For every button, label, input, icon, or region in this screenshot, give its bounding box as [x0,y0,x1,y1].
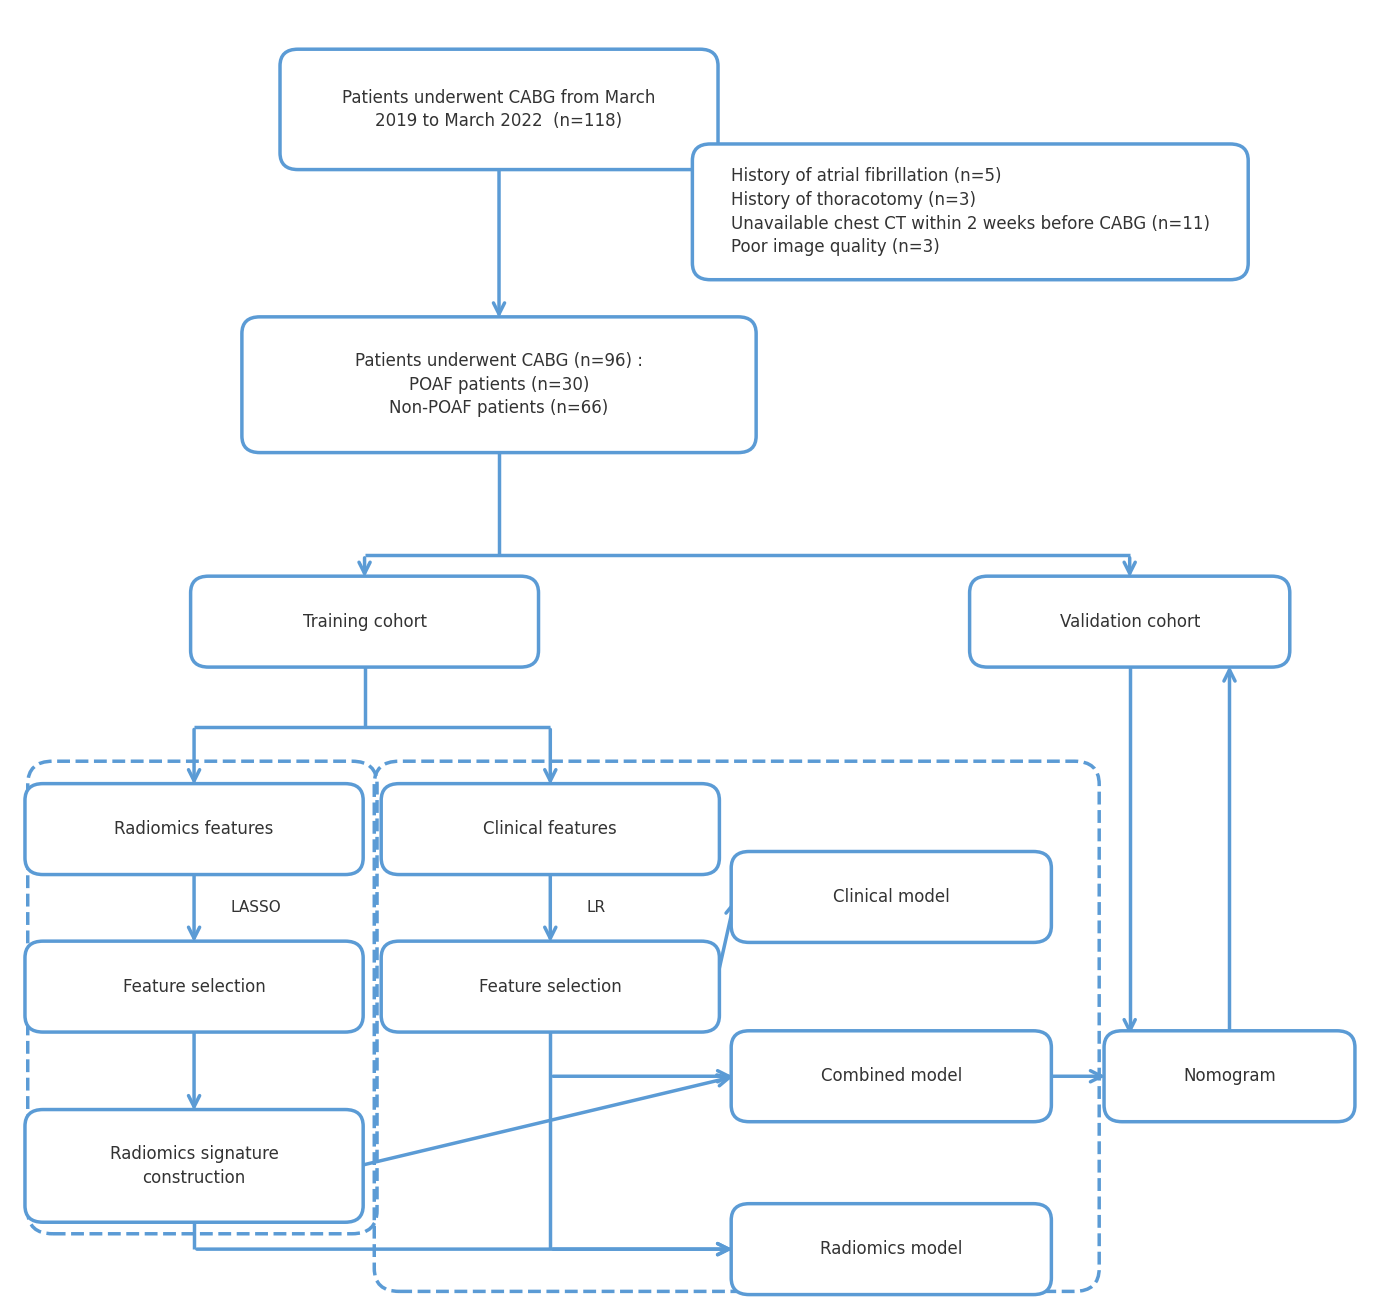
FancyBboxPatch shape [25,784,363,875]
Text: Validation cohort: Validation cohort [1060,612,1200,630]
Text: Radiomics features: Radiomics features [115,820,274,838]
FancyBboxPatch shape [693,144,1249,280]
FancyBboxPatch shape [381,784,720,875]
Text: Feature selection: Feature selection [123,978,266,996]
FancyBboxPatch shape [731,1204,1051,1295]
FancyBboxPatch shape [242,317,756,452]
Text: Clinical features: Clinical features [483,820,617,838]
FancyBboxPatch shape [970,576,1289,667]
Text: History of atrial fibrillation (n=5)
History of thoracotomy (n=3)
Unavailable ch: History of atrial fibrillation (n=5) His… [731,168,1210,256]
Text: Combined model: Combined model [820,1067,962,1086]
FancyBboxPatch shape [25,941,363,1032]
FancyBboxPatch shape [381,941,720,1032]
Text: Feature selection: Feature selection [479,978,622,996]
Text: Training cohort: Training cohort [302,612,427,630]
FancyBboxPatch shape [280,49,718,169]
Text: Radiomics signature
construction: Radiomics signature construction [109,1145,279,1187]
Text: LR: LR [587,901,605,915]
Text: LASSO: LASSO [230,901,281,915]
FancyBboxPatch shape [1105,1031,1355,1122]
FancyBboxPatch shape [731,852,1051,942]
FancyBboxPatch shape [731,1031,1051,1122]
Text: Clinical model: Clinical model [833,888,949,906]
Text: Radiomics model: Radiomics model [820,1240,962,1258]
Text: Patients underwent CABG from March
2019 to March 2022  (n=118): Patients underwent CABG from March 2019 … [343,88,655,130]
FancyBboxPatch shape [190,576,539,667]
Text: Patients underwent CABG (n=96) :
POAF patients (n=30)
Non-POAF patients (n=66): Patients underwent CABG (n=96) : POAF pa… [356,352,643,417]
Text: Nomogram: Nomogram [1183,1067,1275,1086]
FancyBboxPatch shape [25,1109,363,1222]
